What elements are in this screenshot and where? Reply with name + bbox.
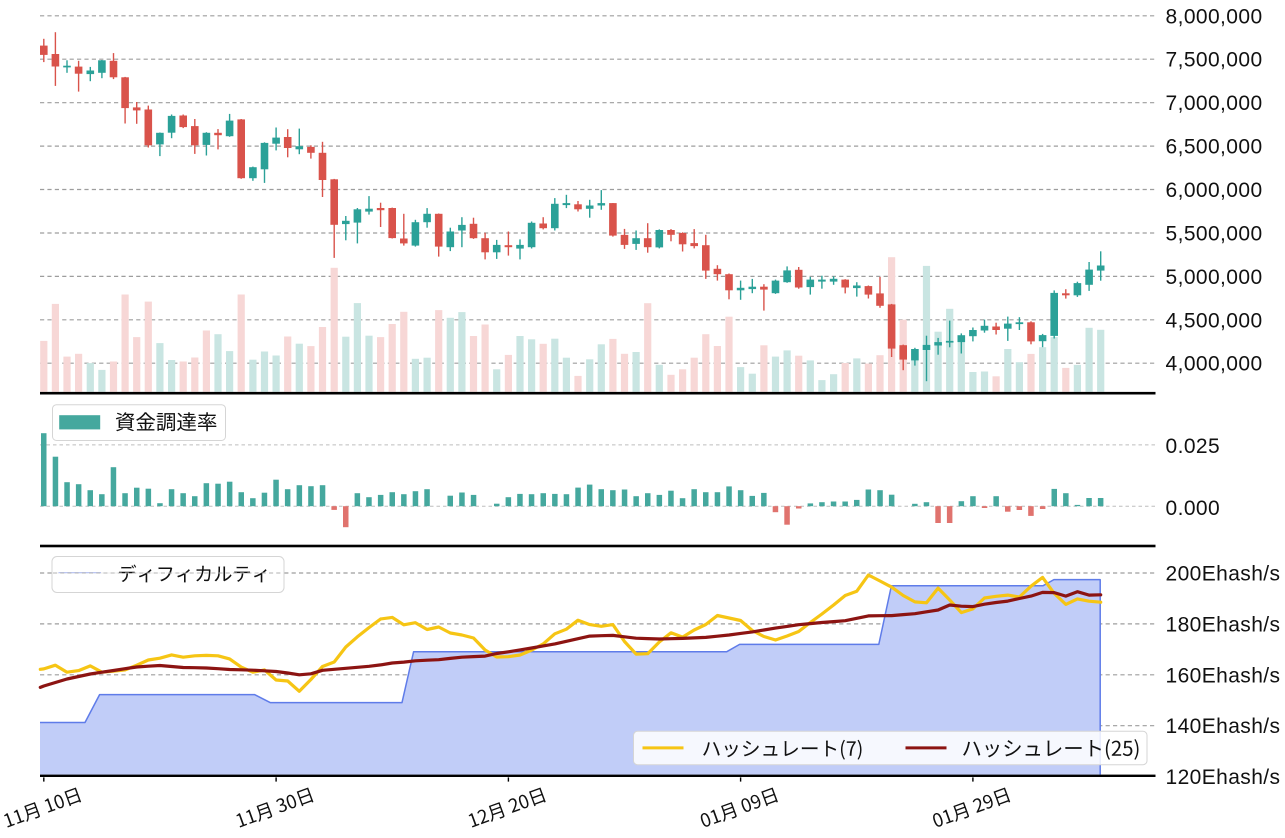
svg-text:200Ehash/s: 200Ehash/s — [1166, 563, 1281, 586]
svg-text:160Ehash/s: 160Ehash/s — [1166, 664, 1281, 687]
svg-text:4,000,000: 4,000,000 — [1166, 353, 1263, 376]
svg-text:4,500,000: 4,500,000 — [1166, 309, 1263, 332]
svg-text:180Ehash/s: 180Ehash/s — [1166, 613, 1281, 636]
svg-text:5,500,000: 5,500,000 — [1166, 223, 1263, 246]
svg-text:7,000,000: 7,000,000 — [1166, 92, 1263, 115]
svg-text:7,500,000: 7,500,000 — [1166, 49, 1263, 72]
svg-text:0.025: 0.025 — [1166, 435, 1221, 458]
svg-text:0.000: 0.000 — [1166, 497, 1221, 520]
svg-text:5,000,000: 5,000,000 — [1166, 266, 1263, 289]
svg-text:6,000,000: 6,000,000 — [1166, 179, 1263, 202]
svg-text:8,000,000: 8,000,000 — [1166, 5, 1263, 28]
svg-text:140Ehash/s: 140Ehash/s — [1166, 715, 1281, 738]
svg-text:120Ehash/s: 120Ehash/s — [1166, 766, 1281, 789]
svg-text:6,500,000: 6,500,000 — [1166, 136, 1263, 159]
